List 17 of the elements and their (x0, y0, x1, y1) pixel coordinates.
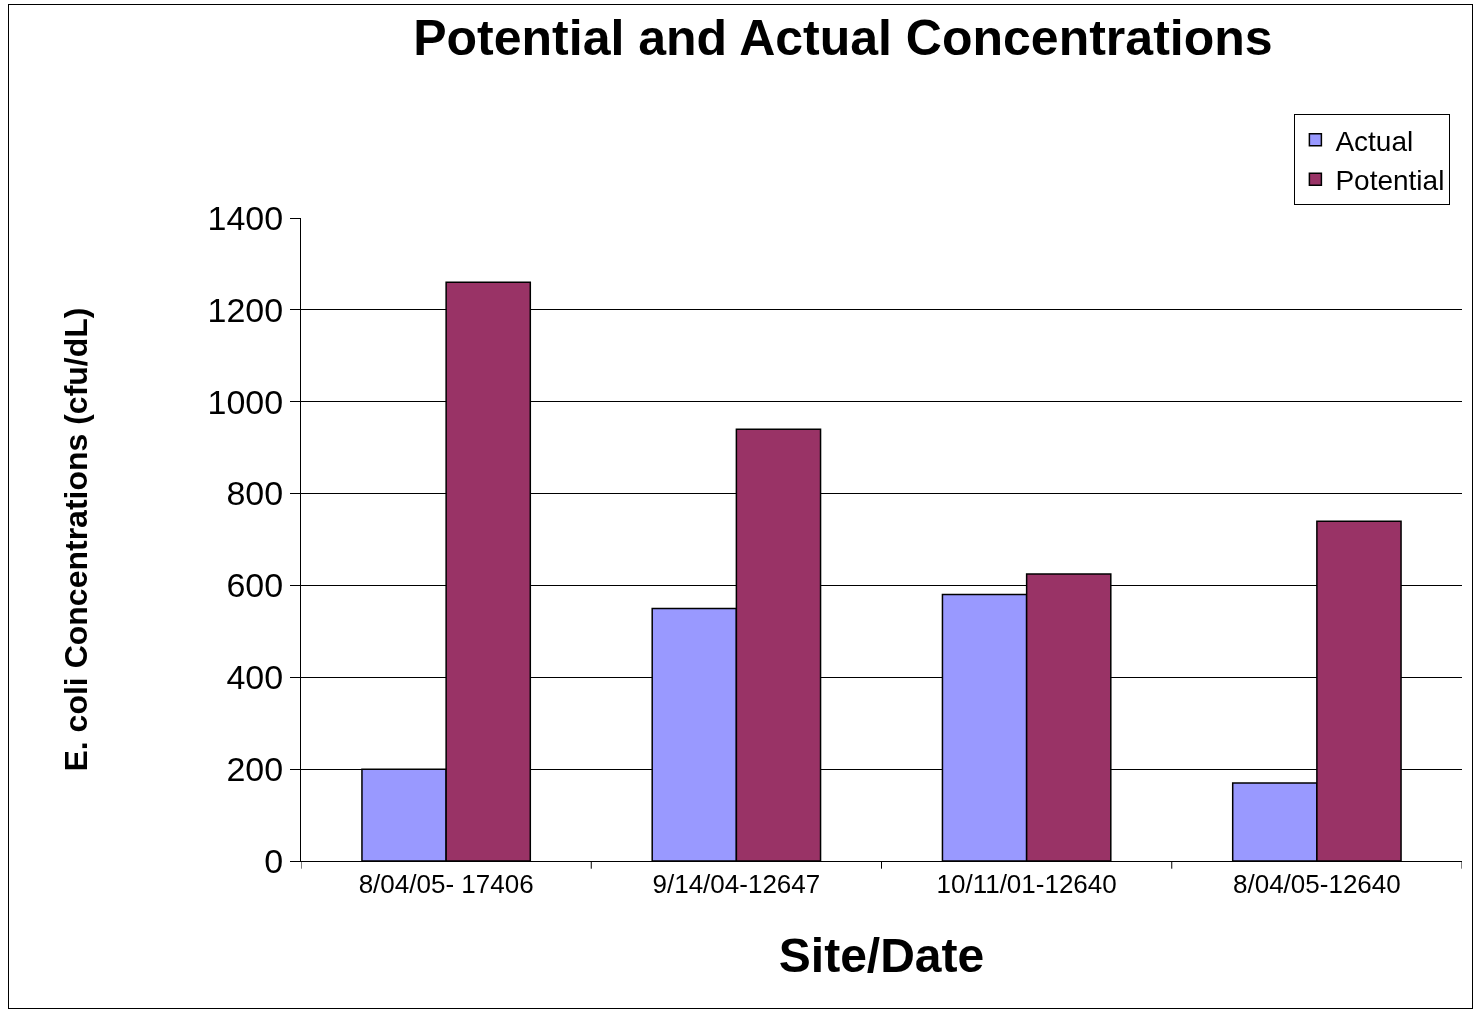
y-tick-label: 1000 (207, 382, 284, 421)
legend-label: Potential (1335, 165, 1445, 197)
x-tick-label: 9/14/04-12647 (652, 869, 821, 900)
y-tick-label: 600 (226, 566, 284, 605)
legend-label: Actual (1335, 125, 1414, 157)
chart-title: Potential and Actual Concentrations (413, 10, 1273, 67)
y-tick-label: 400 (226, 658, 284, 697)
x-axis-title: Site/Date (778, 929, 985, 983)
x-tick-label: 8/04/05-12640 (1233, 869, 1401, 900)
y-tick-label: 200 (226, 750, 284, 789)
x-tick-label: 8/04/05- 17406 (358, 869, 534, 900)
y-tick-label: 0 (264, 841, 284, 880)
y-axis-title: E. coli Concentrations (cfu/dL) (57, 307, 94, 772)
y-tick-label: 1200 (207, 290, 284, 329)
y-tick-label: 1400 (207, 198, 284, 237)
y-tick-label: 800 (226, 474, 284, 513)
x-tick-label: 10/11/01-12640 (936, 869, 1117, 900)
